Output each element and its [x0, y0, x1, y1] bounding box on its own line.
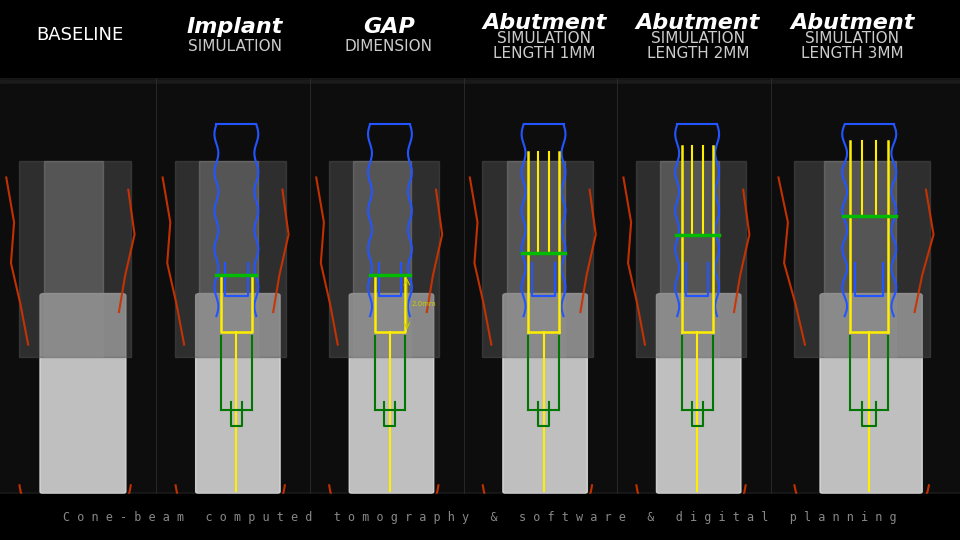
Bar [353, 161, 412, 357]
Bar [0, 0, 960, 78]
Bar [156, 78, 310, 494]
Bar [19, 161, 132, 357]
Bar [464, 78, 617, 494]
Text: LENGTH 3MM: LENGTH 3MM [802, 46, 903, 62]
Bar [310, 78, 464, 494]
Text: DIMENSION: DIMENSION [345, 39, 433, 55]
Bar [0, 494, 960, 540]
Bar [175, 161, 285, 357]
Text: BASELINE: BASELINE [36, 26, 123, 44]
Bar [0, 78, 156, 494]
Text: SIMULATION: SIMULATION [651, 31, 745, 46]
Bar [794, 161, 929, 357]
Bar [660, 161, 719, 357]
Text: Abutment: Abutment [636, 12, 760, 33]
Text: SIMULATION: SIMULATION [188, 39, 282, 55]
Text: SIMULATION: SIMULATION [805, 31, 900, 46]
Bar [44, 161, 104, 357]
FancyBboxPatch shape [820, 294, 923, 494]
Text: LENGTH 1MM: LENGTH 1MM [493, 46, 595, 62]
Bar [328, 161, 439, 357]
Text: Abutment: Abutment [482, 12, 607, 33]
Bar [310, 84, 464, 491]
Bar [464, 84, 617, 491]
Text: LENGTH 2MM: LENGTH 2MM [647, 46, 749, 62]
Bar [824, 161, 896, 357]
Text: SIMULATION: SIMULATION [497, 31, 591, 46]
FancyBboxPatch shape [40, 294, 126, 494]
Bar [482, 161, 592, 357]
Text: Abutment: Abutment [790, 12, 915, 33]
Bar [636, 161, 746, 357]
Text: C o n e - b e a m   c o m p u t e d   t o m o g r a p h y   &   s o f t w a r e : C o n e - b e a m c o m p u t e d t o m … [63, 511, 897, 524]
FancyBboxPatch shape [349, 294, 434, 494]
FancyBboxPatch shape [196, 294, 280, 494]
Text: Implant: Implant [187, 17, 283, 37]
Bar [156, 84, 310, 491]
Bar [617, 84, 771, 491]
Text: GAP: GAP [363, 17, 415, 37]
Bar [617, 78, 771, 494]
Bar [771, 78, 960, 494]
FancyBboxPatch shape [503, 294, 588, 494]
Bar [200, 161, 258, 357]
Text: 2.0mm: 2.0mm [412, 301, 436, 307]
Bar [0, 84, 156, 491]
Bar [771, 84, 960, 491]
FancyBboxPatch shape [657, 294, 741, 494]
Bar [507, 161, 565, 357]
